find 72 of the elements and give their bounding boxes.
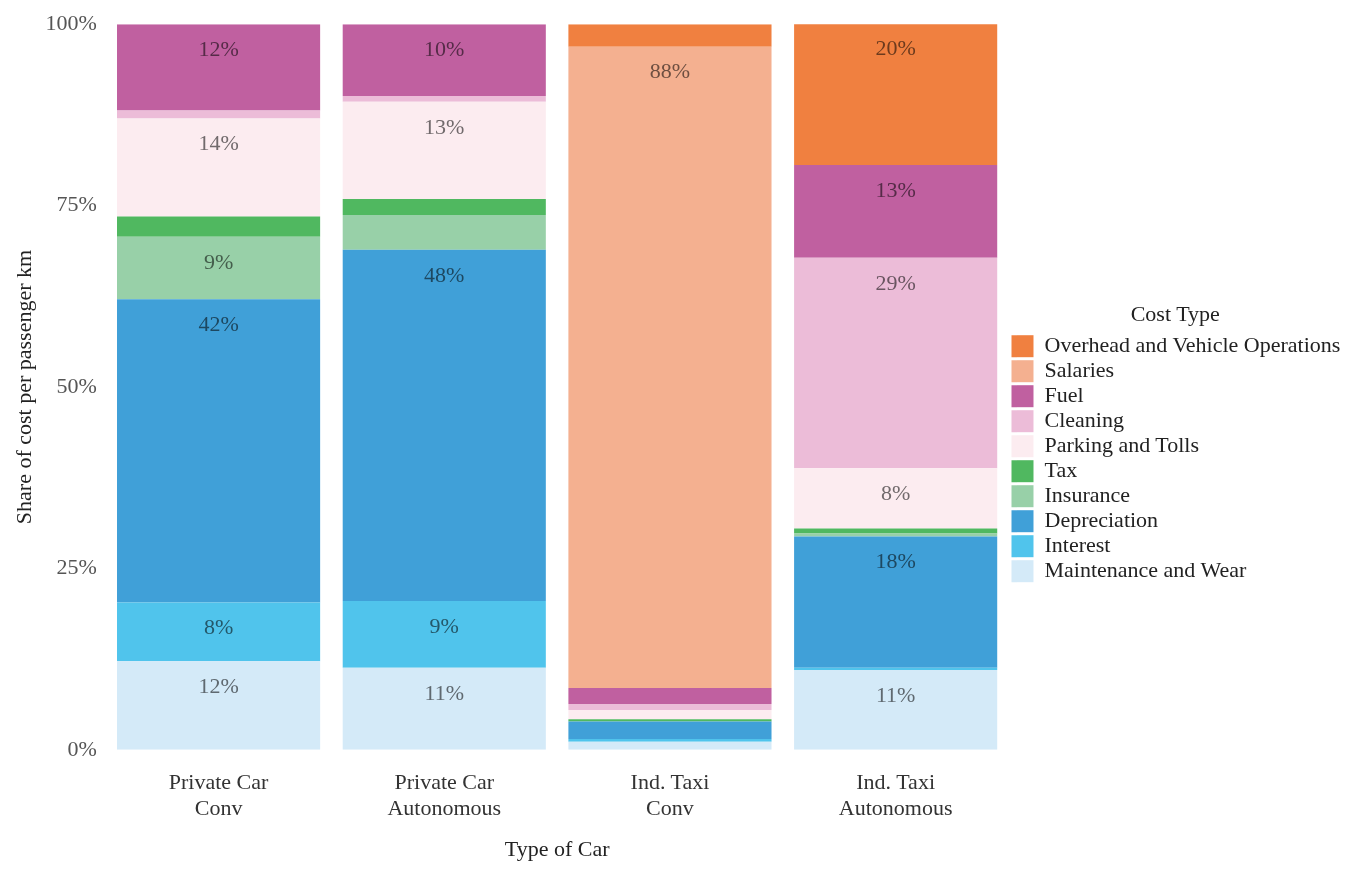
bar [117,602,321,662]
data-label: 11% [424,679,465,705]
data-label: 13% [875,176,916,202]
bar [794,24,998,165]
legend-label: Fuel [1044,381,1084,407]
bar [794,164,998,258]
bar [794,257,998,469]
bar [342,101,546,200]
bar [568,688,772,705]
legend-label: Overhead and Vehicle Operations [1044,331,1341,357]
bar [117,299,321,603]
bar [117,216,321,237]
bar [342,667,546,750]
data-label: 12% [198,673,239,699]
bar [342,215,546,250]
bar [117,236,321,300]
legend-label: Cleaning [1044,406,1124,432]
legend-label: Tax [1044,456,1078,482]
legend-label: Maintenance and Wear [1044,556,1248,582]
bar [568,709,772,720]
bar [568,704,772,710]
legend-title: Cost Type [1130,300,1220,326]
bar [794,536,998,668]
x-tick-label: Private Car Autonomous [387,768,502,821]
data-label: 12% [198,35,239,61]
x-axis-title: Type of Car [504,835,611,861]
legend-label: Depreciation [1044,506,1159,532]
y-axis-title: Share of cost per passenger km [10,249,36,525]
bar [117,661,321,750]
bar [794,468,998,529]
y-tick-label: 100% [45,9,97,35]
bar [568,738,772,742]
bar [117,110,321,119]
bar [342,24,546,97]
legend-label: Parking and Tolls [1044,431,1199,457]
x-tick-label: Private Car Conv [168,768,270,821]
data-label: 88% [649,58,691,84]
bar [342,601,546,668]
legend-label: Salaries [1044,356,1115,382]
bar [342,96,546,102]
bar [568,721,772,739]
bar [568,24,772,47]
bar [117,118,321,217]
data-label: 20% [875,34,916,60]
bar [794,669,998,750]
data-label: 9% [203,248,234,274]
legend-label: Insurance [1044,481,1131,507]
bar [117,24,321,111]
bar [342,199,546,216]
bar [794,667,998,670]
data-label: 8% [203,614,234,640]
data-label: 11% [875,681,916,707]
x-tick-label: Ind. Taxi Conv [630,768,710,821]
data-label: 42% [198,310,239,336]
data-label: 18% [875,548,916,574]
bar [568,719,772,722]
data-label: 9% [429,612,459,638]
y-tick-label: 75% [56,191,97,217]
bar [794,528,998,534]
bar [568,46,772,689]
y-tick-label: 50% [56,372,97,398]
data-label: 10% [424,35,465,61]
y-tick-label: 0% [67,735,97,761]
legend-label: Interest [1044,531,1111,557]
data-label: 14% [198,130,239,156]
data-label: 8% [880,480,911,506]
y-tick-label: 25% [56,554,97,580]
data-label: 48% [424,261,465,287]
x-tick-label: Ind. Taxi Autonomous [838,768,953,821]
data-label: 29% [875,269,916,295]
bar [342,249,546,602]
data-label: 13% [424,113,465,139]
